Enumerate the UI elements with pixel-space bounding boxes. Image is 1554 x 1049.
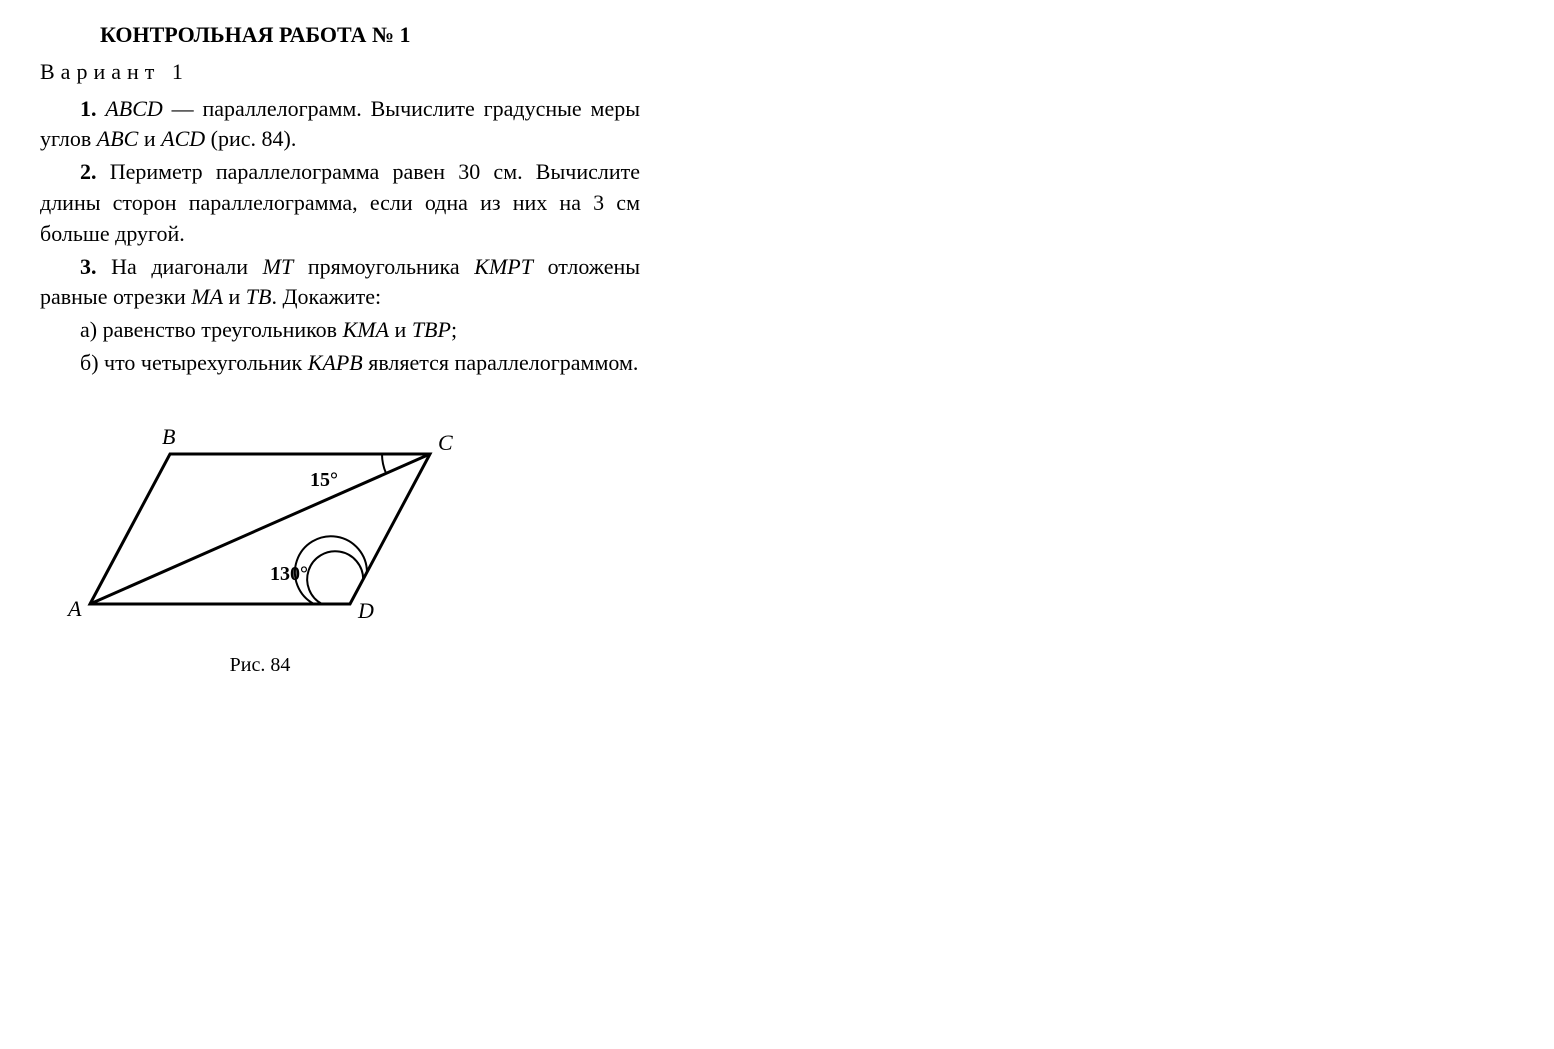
problem-3b-pre: б) что четырехугольник [80,350,308,375]
main-title: КОНТРОЛЬНАЯ РАБОТА № 1 [100,20,640,51]
problem-1: 1. ABCD — параллелограмм. Вы­числите гра… [40,94,640,156]
svg-text:D: D [357,598,374,623]
problem-1-number: 1. [80,96,97,121]
problem-3b-end: яв­ляется параллелограммом. [363,350,639,375]
problem-3-text-2: прямоуголь­ника [293,254,474,279]
math-abcd: ABCD [105,96,162,121]
math-tb: TB [246,284,272,309]
problem-2-text: Периметр параллелограмма ра­вен 30 см. В… [40,159,640,246]
svg-text:130°: 130° [270,563,308,585]
math-mt: MT [263,254,294,279]
math-abc: ABC [97,126,139,151]
math-tbp: TBP [412,317,451,342]
variant-label: Вариант 1 [40,57,640,88]
svg-text:B: B [162,424,175,449]
math-kapb: KAPB [308,350,363,375]
problem-1-end: (рис. 84). [205,126,296,151]
problem-3b: б) что четырехугольник KAPB яв­ляется па… [40,348,640,379]
problem-2: 2. Периметр параллелограмма ра­вен 30 см… [40,157,640,249]
problem-3-text-1: На диагонали [97,254,263,279]
problem-3-text-4: . Докажите: [271,284,381,309]
problem-1-and: и [138,126,161,151]
problem-3a-end: ; [451,317,457,342]
math-kmpt: KMPT [474,254,533,279]
problem-3: 3. На диагонали MT прямоуголь­ника KMPT … [40,252,640,314]
problem-3a-pre: а) равенство треугольников [80,317,343,342]
figure-caption: Рис. 84 [60,651,460,679]
problem-3-and: и [223,284,246,309]
svg-text:A: A [66,596,82,621]
problem-3-number: 3. [80,254,97,279]
problem-3a: а) равенство треугольников KMA и TBP; [40,315,640,346]
problem-2-number: 2. [80,159,97,184]
figure-84: A B C D 15° 130° Рис. 84 [60,404,640,679]
problem-3a-and: и [389,317,412,342]
parallelogram-diagram: A B C D 15° 130° [60,404,480,634]
svg-text:15°: 15° [310,469,338,491]
svg-text:C: C [438,430,453,455]
math-kma: KMA [343,317,389,342]
math-acd: ACD [161,126,205,151]
math-ma: MA [191,284,223,309]
